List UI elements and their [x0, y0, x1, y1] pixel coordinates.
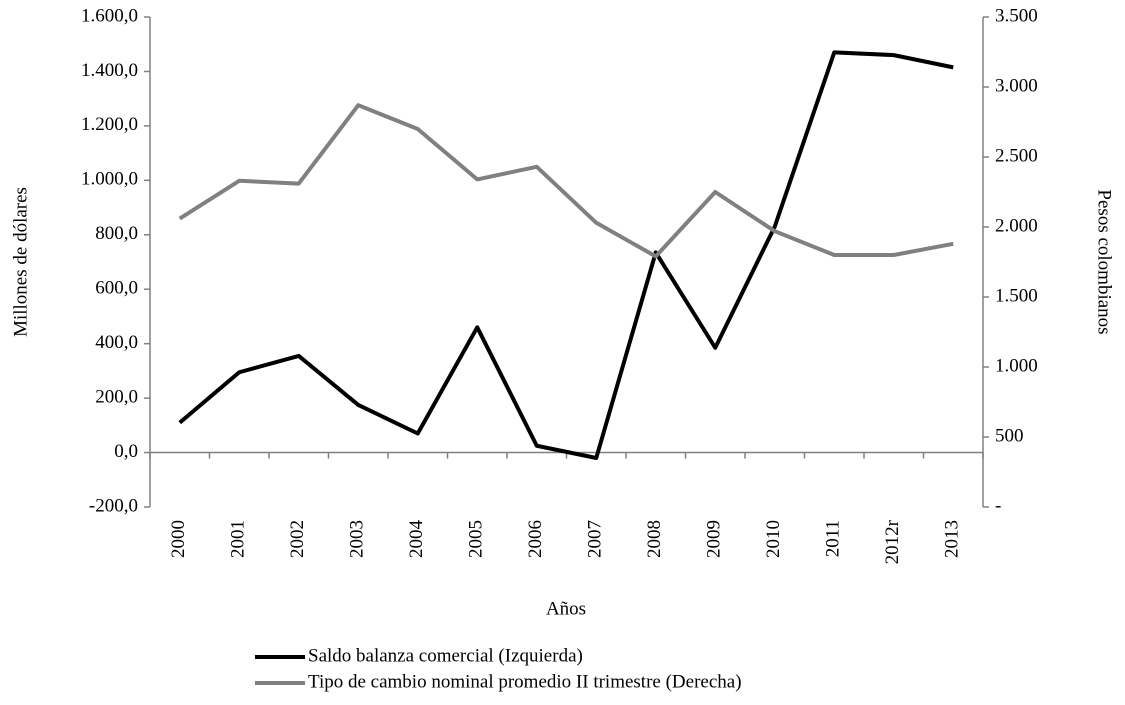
y2-tick-label: 1.000: [995, 355, 1038, 376]
y-tick-label: -200,0: [89, 495, 138, 516]
line-series: [178, 50, 954, 460]
y-tick-label: 400,0: [95, 332, 138, 353]
x-tick-label: 2013: [942, 520, 963, 558]
y2-axis-label: Pesos colombianos: [1094, 189, 1115, 334]
y2-tick-label: 1.500: [995, 285, 1038, 306]
legend-label: Tipo de cambio nominal promedio II trime…: [308, 671, 742, 692]
x-tick-label: 2001: [228, 520, 249, 558]
y-tick-label: 1.400,0: [81, 60, 138, 81]
y2-tick-label: 3.500: [995, 5, 1038, 26]
y-tick-label: 1.600,0: [81, 5, 138, 26]
x-tick-label: 2000: [168, 520, 189, 558]
x-tick-label: 2003: [347, 520, 368, 558]
x-tick-label: 2011: [823, 520, 844, 557]
y-axis-label: Millones de dólares: [10, 187, 31, 337]
y2-tick-label: -: [995, 495, 1001, 516]
y2-tick-label: 500: [995, 425, 1024, 446]
y-tick-label: 200,0: [95, 386, 138, 407]
x-tick-label: 2009: [704, 520, 725, 558]
y2-tick-label: 2.500: [995, 145, 1038, 166]
x-tick-label: 2007: [585, 520, 606, 558]
line-series: [178, 103, 954, 259]
y-tick-label: 0,0: [114, 441, 138, 462]
x-tick-label: 2010: [763, 520, 784, 558]
x-tick-label: 2004: [406, 520, 427, 559]
x-tick-label: 2008: [644, 520, 665, 558]
x-tick-label: 2002: [287, 520, 308, 558]
legend-label: Saldo balanza comercial (Izquierda): [308, 645, 583, 666]
y-tick-label: 800,0: [95, 223, 138, 244]
y-tick-label: 1.000,0: [81, 169, 138, 190]
y2-tick-label: 3.000: [995, 75, 1038, 96]
y2-tick-label: 2.000: [995, 215, 1038, 236]
x-tick-label: 2005: [466, 520, 487, 558]
x-axis-label: Años: [546, 598, 586, 619]
y-tick-label: 600,0: [95, 278, 138, 299]
y-tick-label: 1.200,0: [81, 114, 138, 135]
x-tick-label: 2006: [525, 520, 546, 558]
x-tick-label: 2012r: [882, 519, 903, 564]
